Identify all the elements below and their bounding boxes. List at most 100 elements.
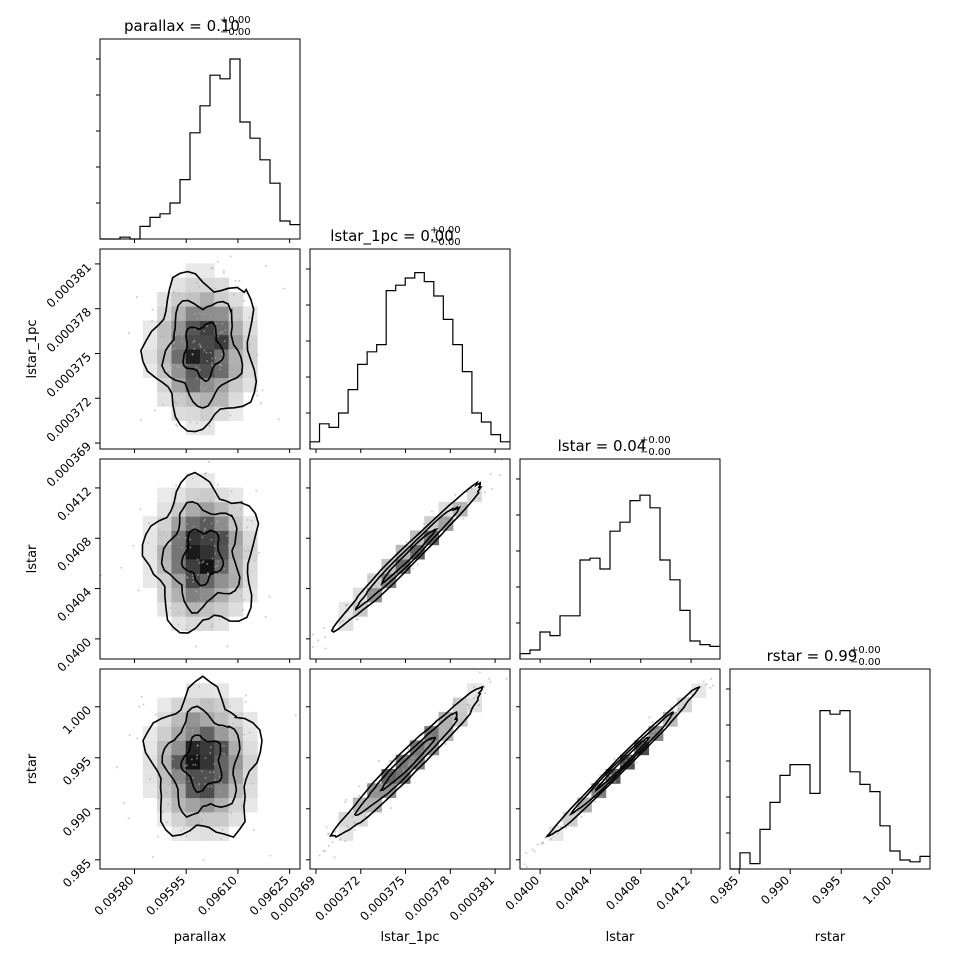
sample-point	[553, 829, 556, 832]
density-cell	[157, 811, 172, 827]
sample-point	[149, 778, 152, 781]
hist-panel-parallax: parallax = 0.10+0.00−0.00	[96, 15, 301, 240]
sample-point	[380, 578, 383, 581]
sample-point	[214, 287, 217, 290]
density-cell	[157, 559, 172, 574]
sample-point	[600, 795, 603, 798]
sample-point	[242, 792, 245, 795]
sample-point	[210, 363, 213, 366]
sample-point	[201, 561, 204, 564]
panel-content	[523, 677, 714, 868]
sample-point	[154, 409, 157, 412]
sample-point	[663, 719, 666, 722]
sample-point	[441, 518, 444, 521]
sample-point	[199, 596, 202, 599]
y-tick-label: 0.000375	[44, 350, 94, 400]
density-cell	[214, 587, 230, 603]
sample-point	[294, 714, 297, 717]
sample-point	[220, 837, 223, 840]
sample-point	[173, 401, 176, 404]
density-cell	[242, 306, 258, 321]
density-cell	[424, 516, 440, 531]
sample-point	[242, 778, 245, 781]
sample-point	[249, 343, 252, 346]
sample-point	[389, 807, 392, 810]
sample-point	[299, 665, 301, 667]
density-cell	[185, 616, 201, 631]
hist-title-lstar_1pc: lstar_1pc = 0.00	[330, 227, 454, 246]
sample-point	[186, 624, 189, 627]
density-cell	[142, 783, 158, 799]
sample-point	[240, 772, 243, 775]
sample-point	[200, 819, 203, 822]
y-tick-label: 0.990	[60, 805, 94, 839]
sample-point	[176, 365, 179, 368]
density-cell	[214, 740, 230, 756]
sample-point	[206, 325, 209, 328]
sample-point	[185, 197, 187, 199]
sample-point	[175, 665, 177, 667]
sample-point	[324, 647, 327, 650]
sample-point	[384, 561, 387, 564]
sample-point	[606, 777, 609, 780]
sample-point	[223, 744, 226, 747]
sample-point	[178, 366, 181, 369]
sample-point	[215, 705, 218, 708]
sample-point	[478, 497, 481, 500]
sample-point	[190, 758, 193, 761]
density-cell	[171, 769, 187, 784]
sample-point	[710, 677, 713, 680]
sample-point	[168, 563, 171, 566]
density-cell	[242, 587, 258, 603]
density-cell	[200, 601, 215, 617]
density-cell	[562, 811, 578, 827]
sample-point	[219, 660, 221, 662]
sample-point	[192, 580, 195, 583]
sample-point	[304, 655, 306, 657]
sample-point	[196, 754, 199, 757]
sample-point	[226, 645, 229, 648]
sample-point	[687, 696, 690, 699]
y-tick-label: 0.000369	[44, 439, 94, 489]
sample-point	[194, 808, 197, 811]
density-cell	[142, 349, 158, 364]
histogram-step-parallax	[100, 58, 300, 240]
sample-point	[205, 472, 208, 475]
sample-point	[180, 392, 183, 395]
histogram-step-lstar_1pc	[309, 272, 510, 449]
sample-point	[181, 804, 184, 807]
panel-lstar-rstar	[519, 668, 721, 870]
sample-point	[218, 363, 221, 366]
sample-point	[408, 760, 411, 763]
sample-point	[227, 371, 230, 374]
density-cell	[214, 754, 230, 770]
sample-point	[556, 825, 559, 828]
sample-point	[200, 770, 203, 773]
density-cell	[452, 697, 468, 713]
density-cell	[171, 811, 187, 827]
sample-point	[206, 572, 209, 575]
density-cell	[157, 697, 172, 713]
sample-point	[158, 364, 161, 367]
density-cell	[185, 559, 201, 574]
density-cell	[228, 811, 244, 827]
sample-point	[381, 791, 384, 794]
density-cell	[214, 349, 230, 364]
sample-point	[218, 790, 221, 793]
hist-frame-parallax	[99, 38, 301, 240]
hist-frame-lstar	[519, 458, 721, 660]
sample-point	[204, 527, 207, 530]
x-tick-label: 0.985	[707, 873, 741, 907]
x-axis-lstar_1pc: 0.0003690.0003720.0003750.0003780.000381…	[268, 869, 497, 945]
sample-point	[376, 789, 379, 792]
sample-point	[215, 801, 218, 804]
sample-point	[203, 313, 206, 316]
sample-point	[466, 703, 469, 706]
sample-point	[185, 835, 188, 838]
density-cell	[142, 363, 158, 379]
sample-point	[634, 749, 637, 752]
sample-point	[181, 783, 184, 786]
sample-point	[146, 541, 149, 544]
density-cell	[228, 377, 244, 393]
density-cell	[185, 473, 201, 489]
